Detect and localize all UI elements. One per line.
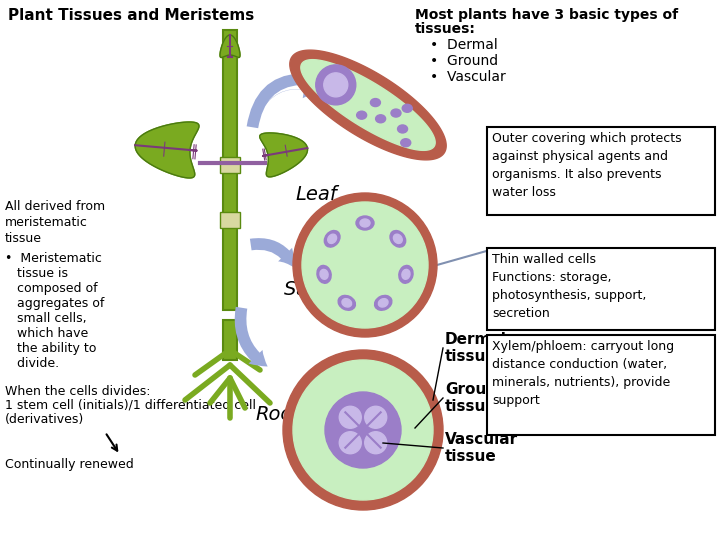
Text: the ability to: the ability to <box>5 342 96 355</box>
Ellipse shape <box>339 406 361 428</box>
Ellipse shape <box>379 299 388 307</box>
Circle shape <box>325 392 401 468</box>
Text: divide.: divide. <box>5 357 59 370</box>
Circle shape <box>324 73 348 97</box>
Bar <box>487 248 715 330</box>
Circle shape <box>316 65 356 105</box>
Ellipse shape <box>370 99 380 106</box>
Bar <box>487 335 715 435</box>
Text: •  Dermal: • Dermal <box>430 38 498 52</box>
Text: When the cells divides:: When the cells divides: <box>5 385 150 398</box>
Polygon shape <box>135 122 199 178</box>
Ellipse shape <box>356 216 374 230</box>
Ellipse shape <box>342 299 351 307</box>
Ellipse shape <box>391 109 401 117</box>
Text: Stem: Stem <box>284 280 335 299</box>
Ellipse shape <box>317 266 331 284</box>
Bar <box>220 157 240 173</box>
Text: Continually renewed: Continually renewed <box>5 458 134 471</box>
Bar <box>223 320 237 360</box>
Text: Vascular
tissue: Vascular tissue <box>445 432 518 464</box>
Text: small cells,: small cells, <box>5 312 86 325</box>
Text: Root: Root <box>255 405 300 424</box>
Circle shape <box>283 350 443 510</box>
Circle shape <box>293 360 433 500</box>
Ellipse shape <box>338 295 356 310</box>
Polygon shape <box>220 35 240 57</box>
Text: •  Meristematic: • Meristematic <box>5 252 102 265</box>
Text: tissue is: tissue is <box>5 267 68 280</box>
Text: All derived from: All derived from <box>5 200 105 213</box>
Text: Leaf: Leaf <box>295 185 337 204</box>
Ellipse shape <box>393 234 402 244</box>
Polygon shape <box>290 50 446 160</box>
Ellipse shape <box>356 111 366 119</box>
Bar <box>220 212 240 228</box>
Text: composed of: composed of <box>5 282 98 295</box>
Ellipse shape <box>374 295 392 310</box>
FancyArrowPatch shape <box>259 82 318 113</box>
Ellipse shape <box>339 431 361 454</box>
Text: Plant Tissues and Meristems: Plant Tissues and Meristems <box>8 8 254 23</box>
Bar <box>223 30 237 310</box>
Text: tissue: tissue <box>5 232 42 245</box>
FancyArrowPatch shape <box>235 307 268 367</box>
Ellipse shape <box>399 266 413 284</box>
Ellipse shape <box>401 139 410 147</box>
Ellipse shape <box>365 406 387 428</box>
Polygon shape <box>260 133 307 177</box>
FancyArrowPatch shape <box>247 70 315 128</box>
Text: (derivatives): (derivatives) <box>5 413 84 426</box>
Text: Most plants have 3 basic types of: Most plants have 3 basic types of <box>415 8 678 22</box>
Ellipse shape <box>320 269 328 279</box>
Ellipse shape <box>360 219 370 227</box>
Text: Thin walled cells
Functions: storage,
photosynthesis, support,
secretion: Thin walled cells Functions: storage, ph… <box>492 253 647 320</box>
Text: meristematic: meristematic <box>5 216 88 229</box>
Ellipse shape <box>376 115 386 123</box>
Text: •  Ground: • Ground <box>430 54 498 68</box>
Ellipse shape <box>324 231 340 247</box>
Ellipse shape <box>402 269 410 279</box>
Bar <box>487 127 715 215</box>
FancyArrowPatch shape <box>250 238 294 267</box>
Text: Xylem/phloem: carryout long
distance conduction (water,
minerals, nutrients), pr: Xylem/phloem: carryout long distance con… <box>492 340 674 407</box>
Ellipse shape <box>365 431 387 454</box>
Text: 1 stem cell (initials)/1 differentiated cell: 1 stem cell (initials)/1 differentiated … <box>5 399 256 412</box>
Ellipse shape <box>402 104 413 112</box>
Ellipse shape <box>397 125 408 133</box>
Polygon shape <box>301 59 435 150</box>
Text: which have: which have <box>5 327 89 340</box>
Text: •  Vascular: • Vascular <box>430 70 505 84</box>
Text: tissues:: tissues: <box>415 22 476 36</box>
Ellipse shape <box>390 231 405 247</box>
Circle shape <box>293 193 437 337</box>
Circle shape <box>302 202 428 328</box>
Ellipse shape <box>328 234 336 244</box>
Text: Outer covering which protects
against physical agents and
organisms. It also pre: Outer covering which protects against ph… <box>492 132 682 199</box>
Text: Ground
tissue: Ground tissue <box>445 382 508 414</box>
Text: aggregates of: aggregates of <box>5 297 104 310</box>
Text: Dermal
tissue: Dermal tissue <box>445 332 507 364</box>
